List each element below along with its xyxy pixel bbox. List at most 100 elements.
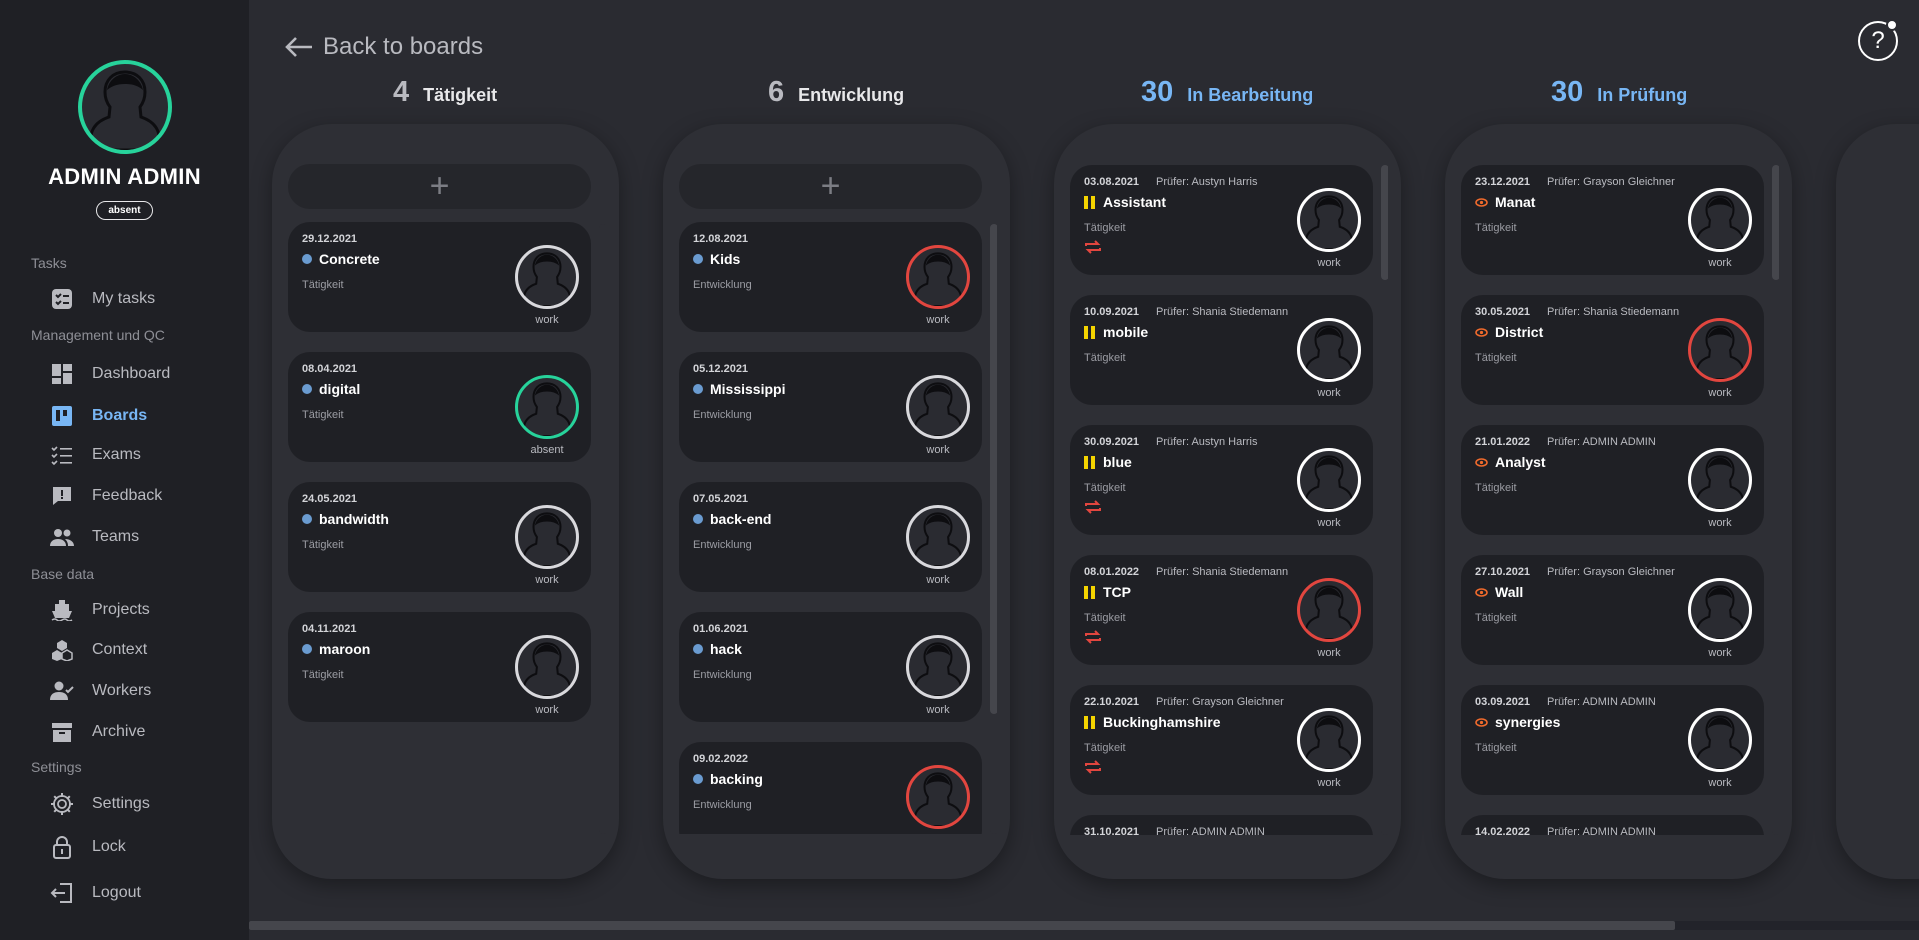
plus-icon: + (429, 167, 450, 205)
task-card[interactable]: 31.10.2021 Prüfer: ADMIN ADMIN (1070, 815, 1373, 835)
eye-icon (1475, 587, 1488, 597)
assignee-avatar[interactable] (515, 505, 579, 569)
dashboard-icon (50, 362, 74, 386)
sidebar-item-label: Workers (92, 682, 152, 699)
add-card-button[interactable]: + (288, 164, 591, 209)
card-title: Assistant (1103, 194, 1167, 210)
sidebar-item-boards[interactable]: Boards (50, 402, 147, 430)
horizontal-scrollbar[interactable] (249, 921, 1919, 930)
person-silhouette-icon (1695, 715, 1745, 769)
person-silhouette-icon (1695, 585, 1745, 639)
user-profile: ADMIN ADMIN absent (0, 60, 249, 220)
task-card[interactable]: 08.04.2021 digital Tätigkeit absent (288, 352, 591, 462)
task-card[interactable]: 05.12.2021 Mississippi Entwicklung work (679, 352, 982, 462)
ship-icon (50, 598, 74, 622)
task-card[interactable]: 10.09.2021 Prüfer: Shania Stiedemann mob… (1070, 295, 1373, 405)
assignee-avatar[interactable] (1297, 578, 1361, 642)
assignee-avatar[interactable] (1688, 578, 1752, 642)
user-status-badge[interactable]: absent (96, 201, 153, 220)
task-card[interactable]: 09.02.2022 backing Entwicklung (679, 742, 982, 834)
assignee-avatar[interactable] (515, 375, 579, 439)
task-card[interactable]: 30.09.2021 Prüfer: Austyn Harris blue Tä… (1070, 425, 1373, 535)
task-card[interactable]: 08.01.2022 Prüfer: Shania Stiedemann TCP… (1070, 555, 1373, 665)
person-silhouette-icon (1695, 325, 1745, 379)
card-date: 31.10.2021 (1084, 826, 1140, 835)
board-column-in-bearbeitung: 03.08.2021 Prüfer: Austyn Harris Assista… (1054, 124, 1401, 879)
help-icon[interactable]: ? (1858, 21, 1898, 61)
sidebar-item-logout[interactable]: Logout (50, 879, 141, 907)
column-title: In Bearbeitung (1187, 85, 1314, 105)
assignee-avatar[interactable] (515, 245, 579, 309)
sidebar-item-projects[interactable]: Projects (50, 596, 150, 624)
assignee-avatar[interactable] (1688, 188, 1752, 252)
assignee-avatar[interactable] (1688, 448, 1752, 512)
task-card[interactable]: 22.10.2021 Prüfer: Grayson Gleichner Buc… (1070, 685, 1373, 795)
task-card[interactable]: 14.02.2022 Prüfer: ADMIN ADMIN (1461, 815, 1764, 835)
assignee-avatar[interactable] (1688, 318, 1752, 382)
column-scrollbar[interactable] (990, 224, 997, 834)
column-scrollbar[interactable] (599, 224, 606, 834)
assignee-avatar[interactable] (906, 375, 970, 439)
task-card[interactable]: 03.08.2021 Prüfer: Austyn Harris Assista… (1070, 165, 1373, 275)
sidebar-item-exams[interactable]: Exams (50, 441, 141, 469)
task-card[interactable]: 04.11.2021 maroon Tätigkeit work (288, 612, 591, 722)
worker-check-icon (50, 679, 74, 703)
horizontal-scroll-thumb[interactable] (249, 921, 1675, 930)
sidebar-item-label: Teams (92, 528, 140, 545)
task-card[interactable]: 24.05.2021 bandwidth Tätigkeit work (288, 482, 591, 592)
card-reviewer: Prüfer: Grayson Gleichner (1156, 696, 1284, 708)
assignee-avatar[interactable] (906, 245, 970, 309)
scroll-thumb[interactable] (990, 224, 997, 714)
sidebar: ADMIN ADMIN absent Tasks My tasks Manage… (0, 0, 249, 940)
column-title: Tätigkeit (423, 85, 498, 105)
card-title: maroon (319, 641, 371, 657)
task-card[interactable]: 12.08.2021 Kids Entwicklung work (679, 222, 982, 332)
assignee-avatar[interactable] (906, 765, 970, 829)
sidebar-item-teams[interactable]: Teams (50, 523, 139, 551)
sidebar-item-context[interactable]: Context (50, 636, 147, 664)
task-card[interactable]: 27.10.2021 Prüfer: Grayson Gleichner Wal… (1461, 555, 1764, 665)
sidebar-item-workers[interactable]: Workers (50, 677, 151, 705)
task-card[interactable]: 21.01.2022 Prüfer: ADMIN ADMIN Analyst T… (1461, 425, 1764, 535)
assignee-avatar[interactable] (1297, 448, 1361, 512)
assignee-avatar[interactable] (1297, 708, 1361, 772)
card-category: Tätigkeit (302, 409, 344, 421)
assignee-avatar[interactable] (906, 635, 970, 699)
task-card[interactable]: 07.05.2021 back-end Entwicklung work (679, 482, 982, 592)
assignee-avatar[interactable] (1297, 188, 1361, 252)
repeat-icon (1085, 760, 1101, 774)
card-category: Tätigkeit (302, 669, 344, 681)
assignee-avatar[interactable] (1688, 708, 1752, 772)
task-card[interactable]: 01.06.2021 hack Entwicklung work (679, 612, 982, 722)
task-card[interactable]: 29.12.2021 Concrete Tätigkeit work (288, 222, 591, 332)
person-silhouette-icon (522, 382, 572, 436)
sidebar-item-archive[interactable]: Archive (50, 718, 145, 746)
column-scrollbar[interactable] (1772, 165, 1779, 835)
assignee-status: work (1317, 647, 1341, 659)
card-title: District (1495, 324, 1544, 340)
add-card-button[interactable]: + (679, 164, 982, 209)
task-card[interactable]: 30.05.2021 Prüfer: Shania Stiedemann Dis… (1461, 295, 1764, 405)
person-silhouette-icon (88, 70, 161, 150)
scroll-thumb[interactable] (1772, 165, 1779, 280)
back-to-boards-link[interactable]: Back to boards (285, 33, 483, 61)
assignee-avatar[interactable] (1297, 318, 1361, 382)
card-title: hack (710, 641, 742, 657)
feedback-icon (50, 484, 74, 508)
sidebar-item-settings[interactable]: Settings (50, 790, 150, 818)
person-silhouette-icon (1304, 195, 1354, 249)
sidebar-item-my-tasks[interactable]: My tasks (50, 285, 155, 313)
task-card[interactable]: 03.09.2021 Prüfer: ADMIN ADMIN synergies… (1461, 685, 1764, 795)
sidebar-item-feedback[interactable]: Feedback (50, 482, 162, 510)
sidebar-item-lock[interactable]: Lock (50, 833, 126, 861)
board-column-in-pruefung: 23.12.2021 Prüfer: Grayson Gleichner Man… (1445, 124, 1792, 879)
column-scrollbar[interactable] (1381, 165, 1388, 835)
user-avatar[interactable] (77, 60, 172, 154)
assignee-avatar[interactable] (906, 505, 970, 569)
column-count: 30 (1551, 76, 1584, 108)
scroll-thumb[interactable] (1381, 165, 1388, 280)
card-date: 14.02.2022 (1475, 826, 1531, 835)
assignee-avatar[interactable] (515, 635, 579, 699)
task-card[interactable]: 23.12.2021 Prüfer: Grayson Gleichner Man… (1461, 165, 1764, 275)
sidebar-item-dashboard[interactable]: Dashboard (50, 360, 170, 388)
